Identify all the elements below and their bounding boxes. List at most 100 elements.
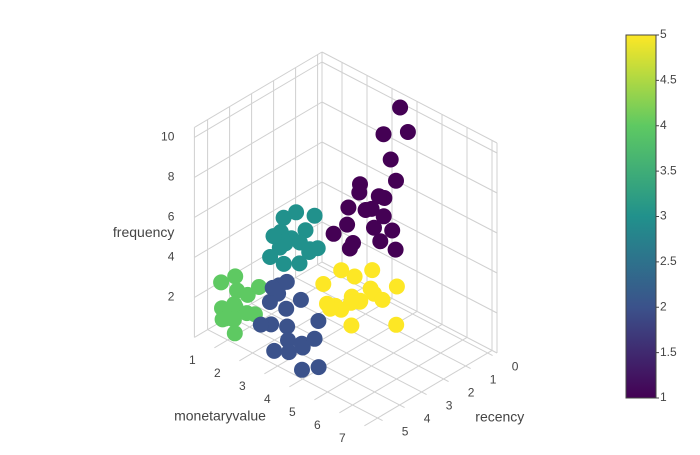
colorbar-tick-label: 4.5 bbox=[660, 73, 677, 87]
grid-line bbox=[314, 323, 443, 401]
x-tick-label: 2 bbox=[468, 385, 475, 399]
point bbox=[363, 200, 380, 217]
point bbox=[366, 219, 382, 236]
x-axis-title: recency bbox=[475, 409, 524, 425]
y-tick-label: 4 bbox=[264, 392, 271, 406]
grid bbox=[193, 51, 498, 427]
point bbox=[292, 291, 309, 308]
grid-line bbox=[194, 141, 323, 218]
z-axis-title: frequency bbox=[113, 224, 174, 240]
point bbox=[265, 228, 282, 245]
grid-line bbox=[364, 349, 493, 427]
point bbox=[333, 262, 350, 279]
point bbox=[262, 249, 279, 265]
grid-line bbox=[295, 277, 471, 370]
colorbar-gradient bbox=[625, 34, 657, 399]
point bbox=[310, 313, 327, 329]
grid-line bbox=[321, 101, 498, 194]
point bbox=[341, 240, 358, 257]
point bbox=[340, 199, 357, 216]
x-tick-label: 5 bbox=[402, 424, 409, 438]
point bbox=[278, 273, 295, 290]
x-tick-label: 3 bbox=[446, 398, 453, 412]
colorbar-tick-label: 3.5 bbox=[660, 163, 677, 177]
point bbox=[226, 325, 243, 342]
point bbox=[275, 255, 292, 272]
point bbox=[294, 339, 311, 356]
point bbox=[372, 233, 389, 250]
point bbox=[339, 216, 356, 233]
point bbox=[375, 126, 392, 143]
point bbox=[288, 204, 305, 221]
point bbox=[382, 151, 399, 168]
point bbox=[266, 342, 283, 359]
point bbox=[280, 344, 297, 361]
labels: 0 1 2 3 4 5 1 2 3 4 5 6 7 2 4 6 8 10 recency monetaryvalue f… bbox=[113, 130, 524, 445]
box-edge bbox=[321, 51, 498, 144]
grid-line bbox=[207, 329, 383, 422]
point bbox=[275, 209, 292, 226]
point bbox=[251, 279, 267, 295]
y-tick-label: 3 bbox=[239, 379, 246, 393]
colorbar: 1 1.5 2 2.5 3 3.5 4 4.5 5 bbox=[625, 27, 677, 404]
point bbox=[280, 332, 296, 349]
point bbox=[392, 99, 409, 116]
point bbox=[399, 124, 416, 140]
grid-line bbox=[194, 181, 323, 258]
grid-line bbox=[317, 264, 493, 357]
point bbox=[310, 359, 327, 376]
x-tick-label: 4 bbox=[424, 411, 431, 425]
point bbox=[301, 241, 318, 258]
point bbox=[306, 207, 323, 224]
y-tick-label: 6 bbox=[314, 418, 321, 432]
grid-line bbox=[264, 297, 393, 375]
point bbox=[294, 361, 310, 378]
y-tick-label: 2 bbox=[214, 366, 221, 380]
z-tick-label: 10 bbox=[161, 130, 175, 144]
grid-line bbox=[339, 336, 468, 414]
points bbox=[213, 99, 416, 378]
point bbox=[252, 316, 269, 333]
point bbox=[346, 268, 363, 285]
point bbox=[384, 222, 401, 239]
z-tick-label: 4 bbox=[168, 250, 175, 264]
point bbox=[214, 311, 231, 328]
colorbar-tick-label: 2.5 bbox=[660, 254, 677, 268]
z-tick-label: 8 bbox=[168, 170, 175, 184]
grid-line bbox=[321, 141, 498, 234]
point bbox=[364, 262, 381, 279]
point bbox=[279, 318, 296, 335]
colorbar-tick-label: 2 bbox=[660, 299, 667, 313]
colorbar-tick-label: 1 bbox=[660, 390, 667, 404]
point bbox=[388, 172, 404, 189]
point bbox=[213, 274, 230, 291]
point bbox=[325, 225, 342, 242]
point bbox=[239, 286, 256, 303]
point bbox=[226, 296, 243, 313]
colorbar-tick-label: 1.5 bbox=[660, 345, 677, 359]
x-tick-label: 0 bbox=[512, 359, 519, 373]
point bbox=[342, 294, 359, 311]
point bbox=[297, 222, 314, 239]
point bbox=[278, 300, 295, 317]
colorbar-tick-label: 3 bbox=[660, 209, 667, 223]
z-tick-label: 2 bbox=[168, 290, 175, 304]
point bbox=[291, 255, 308, 272]
point bbox=[227, 268, 244, 285]
point bbox=[388, 316, 405, 333]
point bbox=[375, 208, 392, 225]
point bbox=[322, 300, 339, 317]
point bbox=[343, 317, 360, 334]
point bbox=[374, 291, 391, 308]
grid-line bbox=[321, 61, 498, 154]
colorbar-tick-label: 5 bbox=[660, 27, 667, 41]
point bbox=[388, 278, 405, 295]
box-edge bbox=[194, 261, 323, 338]
grid-line bbox=[251, 303, 427, 396]
y-axis-title: monetaryvalue bbox=[174, 407, 266, 423]
point bbox=[387, 241, 404, 258]
y-tick-label: 7 bbox=[339, 431, 346, 445]
grid-line bbox=[194, 61, 323, 138]
